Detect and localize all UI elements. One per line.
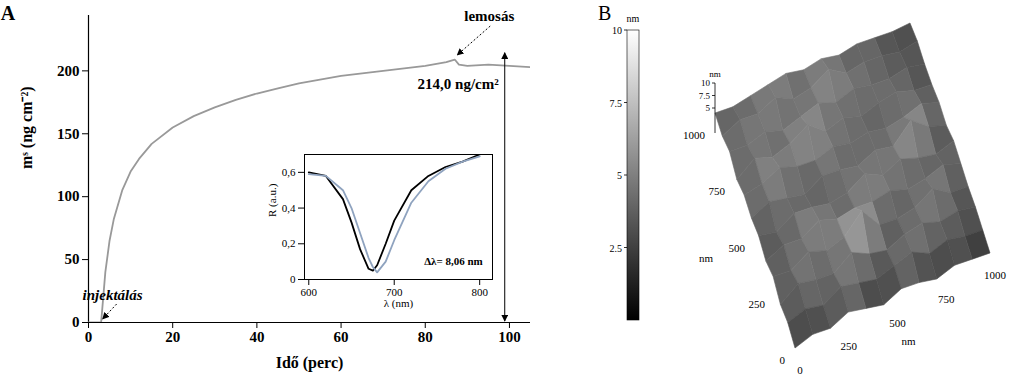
svg-text:0: 0: [780, 354, 786, 366]
svg-text:150: 150: [57, 126, 80, 142]
svg-text:Idő (perc): Idő (perc): [276, 354, 344, 372]
svg-text:nm: nm: [627, 13, 640, 24]
svg-text:Δλ= 8,06 nm: Δλ= 8,06 nm: [424, 255, 483, 267]
svg-text:7.5: 7.5: [699, 91, 711, 101]
svg-text:0,6: 0,6: [282, 166, 296, 178]
svg-text:nm: nm: [699, 252, 714, 264]
svg-text:800: 800: [471, 286, 488, 298]
svg-text:50: 50: [65, 251, 80, 267]
svg-text:40: 40: [249, 329, 264, 345]
svg-text:0,4: 0,4: [282, 202, 296, 214]
svg-text:7.5: 7.5: [610, 98, 623, 109]
svg-text:0: 0: [72, 314, 80, 330]
svg-text:0: 0: [290, 273, 296, 285]
svg-text:80: 80: [418, 329, 433, 345]
svg-text:0: 0: [797, 364, 803, 376]
svg-text:nm: nm: [901, 335, 916, 347]
svg-text:214,0 ng/cm²: 214,0 ng/cm²: [418, 76, 500, 92]
svg-text:100: 100: [498, 329, 521, 345]
svg-text:1000: 1000: [683, 129, 706, 141]
svg-text:R (a.u.): R (a.u.): [266, 183, 279, 217]
svg-text:750: 750: [938, 293, 955, 305]
svg-text:A: A: [1, 2, 16, 24]
svg-text:10: 10: [701, 78, 711, 88]
svg-text:20: 20: [165, 329, 180, 345]
svg-text:250: 250: [841, 340, 858, 352]
svg-text:60: 60: [334, 329, 349, 345]
svg-text:100: 100: [57, 188, 80, 204]
svg-text:0: 0: [85, 329, 93, 345]
svg-text:600: 600: [301, 286, 318, 298]
svg-text:injektálás: injektálás: [83, 287, 143, 303]
svg-text:5: 5: [706, 103, 711, 113]
svg-text:5: 5: [617, 170, 622, 181]
svg-text:λ (nm): λ (nm): [384, 297, 414, 310]
svg-text:750: 750: [709, 185, 726, 197]
svg-text:500: 500: [889, 317, 906, 329]
svg-text:nm: nm: [709, 69, 721, 79]
svg-text:200: 200: [57, 63, 80, 79]
svg-text:mˢ (ng cm⁻²): mˢ (ng cm⁻²): [18, 86, 36, 169]
svg-text:B: B: [598, 2, 611, 24]
svg-text:2.5: 2.5: [610, 243, 623, 254]
svg-text:1000: 1000: [984, 269, 1007, 281]
svg-text:250: 250: [749, 298, 766, 310]
svg-text:0,2: 0,2: [282, 237, 296, 249]
svg-text:10: 10: [612, 25, 622, 36]
svg-text:lemosás: lemosás: [464, 8, 514, 24]
svg-text:500: 500: [729, 242, 746, 254]
svg-text:700: 700: [386, 286, 403, 299]
